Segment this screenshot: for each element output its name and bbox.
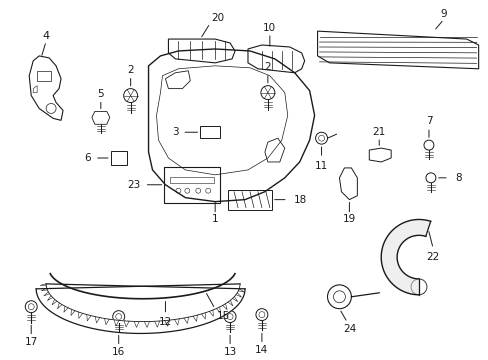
Bar <box>170 177 214 183</box>
Text: 6: 6 <box>84 153 91 163</box>
Text: 15: 15 <box>217 311 230 321</box>
Text: 4: 4 <box>42 31 50 41</box>
Text: 5: 5 <box>97 89 104 99</box>
Text: 21: 21 <box>372 127 385 137</box>
Text: 17: 17 <box>24 337 38 347</box>
Text: 22: 22 <box>426 252 439 262</box>
Text: 13: 13 <box>223 347 236 357</box>
Text: 24: 24 <box>342 324 355 334</box>
Bar <box>227 190 271 210</box>
Text: 18: 18 <box>293 195 306 204</box>
Text: 2: 2 <box>264 62 271 72</box>
Bar <box>164 167 220 203</box>
Text: 23: 23 <box>127 180 141 190</box>
Text: 3: 3 <box>171 127 178 137</box>
Polygon shape <box>36 284 244 333</box>
Text: 9: 9 <box>440 9 446 19</box>
Text: 11: 11 <box>314 161 327 171</box>
Text: 12: 12 <box>159 316 172 327</box>
Text: 2: 2 <box>127 65 134 75</box>
Text: 19: 19 <box>342 215 355 224</box>
Bar <box>200 126 220 138</box>
Text: 10: 10 <box>263 23 276 33</box>
Text: 14: 14 <box>255 345 268 355</box>
Text: 16: 16 <box>112 347 125 357</box>
Bar <box>37 71 51 81</box>
Text: 20: 20 <box>211 13 224 23</box>
Text: 1: 1 <box>211 215 218 224</box>
Text: 8: 8 <box>454 173 461 183</box>
Text: 7: 7 <box>425 116 431 126</box>
Bar <box>111 151 126 165</box>
Polygon shape <box>381 220 430 295</box>
